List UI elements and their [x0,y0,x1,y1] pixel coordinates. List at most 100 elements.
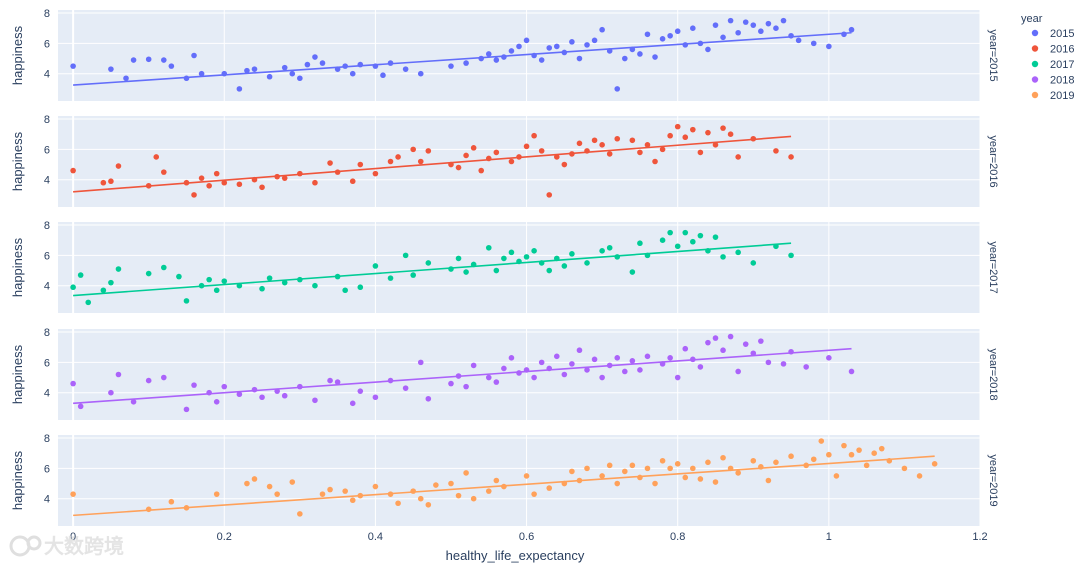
data-point [750,22,757,28]
trendline [73,31,852,86]
data-point [546,485,553,491]
data-point [644,353,651,360]
data-point [266,275,273,281]
x-axis-title: healthy_life_expectancy [446,548,585,563]
data-point [697,149,704,156]
data-point [591,37,598,44]
facet-label: year=2018 [987,348,999,400]
data-point [312,397,318,404]
data-point [402,385,409,391]
data-point [697,476,704,482]
data-point [501,365,507,372]
data-point [213,491,220,497]
data-point [123,75,129,82]
facet-label: year=2016 [987,135,999,187]
data-point [690,25,696,32]
panel-background [58,222,980,313]
data-point [659,457,666,464]
data-point [637,474,643,481]
data-point [863,462,870,469]
data-point [281,64,288,71]
data-point [425,395,432,402]
data-point [349,497,356,504]
legend-item-2017[interactable]: 2017 [1031,59,1075,71]
data-point [70,284,76,291]
data-point [448,266,454,272]
data-point [221,179,228,186]
data-point [206,182,212,189]
legend-label: 2015 [1050,28,1074,40]
data-point [372,263,379,269]
data-point [659,146,666,153]
data-point [682,134,689,141]
data-point [312,54,318,60]
data-point [546,192,553,198]
data-point [281,175,288,181]
legend-title: year [1021,13,1043,25]
data-point [848,451,855,458]
data-point [100,287,107,294]
data-point [531,491,537,497]
data-point [674,461,681,467]
data-point [516,43,522,50]
data-point [463,60,469,66]
legend-item-2018[interactable]: 2018 [1031,75,1075,87]
data-point [274,491,280,497]
data-point [485,374,492,381]
data-point [183,406,190,413]
data-point [304,61,311,68]
data-point [606,151,613,157]
data-point [478,167,485,174]
data-point [735,154,741,160]
data-point [115,266,122,272]
legend-item-2019[interactable]: 2019 [1031,90,1075,102]
data-point [818,438,825,444]
data-point [380,72,386,79]
data-point [531,374,537,381]
legend-marker [1031,45,1039,52]
legend-item-2015[interactable]: 2015 [1031,28,1075,40]
data-point [546,45,553,51]
data-point [727,17,734,24]
data-point [213,287,220,294]
data-point [145,56,152,63]
x-tick-label: 1.2 [972,531,987,543]
data-point [538,57,545,63]
y-tick-label: 6 [44,250,50,262]
data-point [569,468,575,475]
data-point [697,364,704,370]
y-tick-label: 8 [44,327,50,339]
data-point [493,267,500,274]
data-point [115,163,122,169]
data-point [720,34,726,41]
data-point [372,394,379,401]
data-point [297,75,303,82]
data-point [546,267,553,274]
data-point [417,70,424,77]
y-tick-label: 8 [44,433,50,445]
data-point [176,273,182,280]
legend-item-2016[interactable]: 2016 [1031,44,1075,56]
data-point [493,149,500,156]
y-axis-title: happiness [10,237,25,297]
data-point [266,483,273,490]
data-point [463,269,469,275]
data-point [251,476,258,482]
data-point [788,252,794,259]
data-point [674,123,681,130]
data-point [161,264,167,271]
data-point [742,19,749,25]
data-point [795,37,802,44]
data-point [417,158,424,165]
data-point [130,57,137,63]
data-point [803,364,809,370]
data-point [70,380,76,387]
data-point [569,361,575,367]
data-point [198,175,205,181]
data-point [916,473,923,479]
data-point [652,158,658,165]
data-point [349,178,356,185]
data-point [614,135,621,142]
data-point [569,39,575,45]
legend-label: 2019 [1050,90,1074,102]
